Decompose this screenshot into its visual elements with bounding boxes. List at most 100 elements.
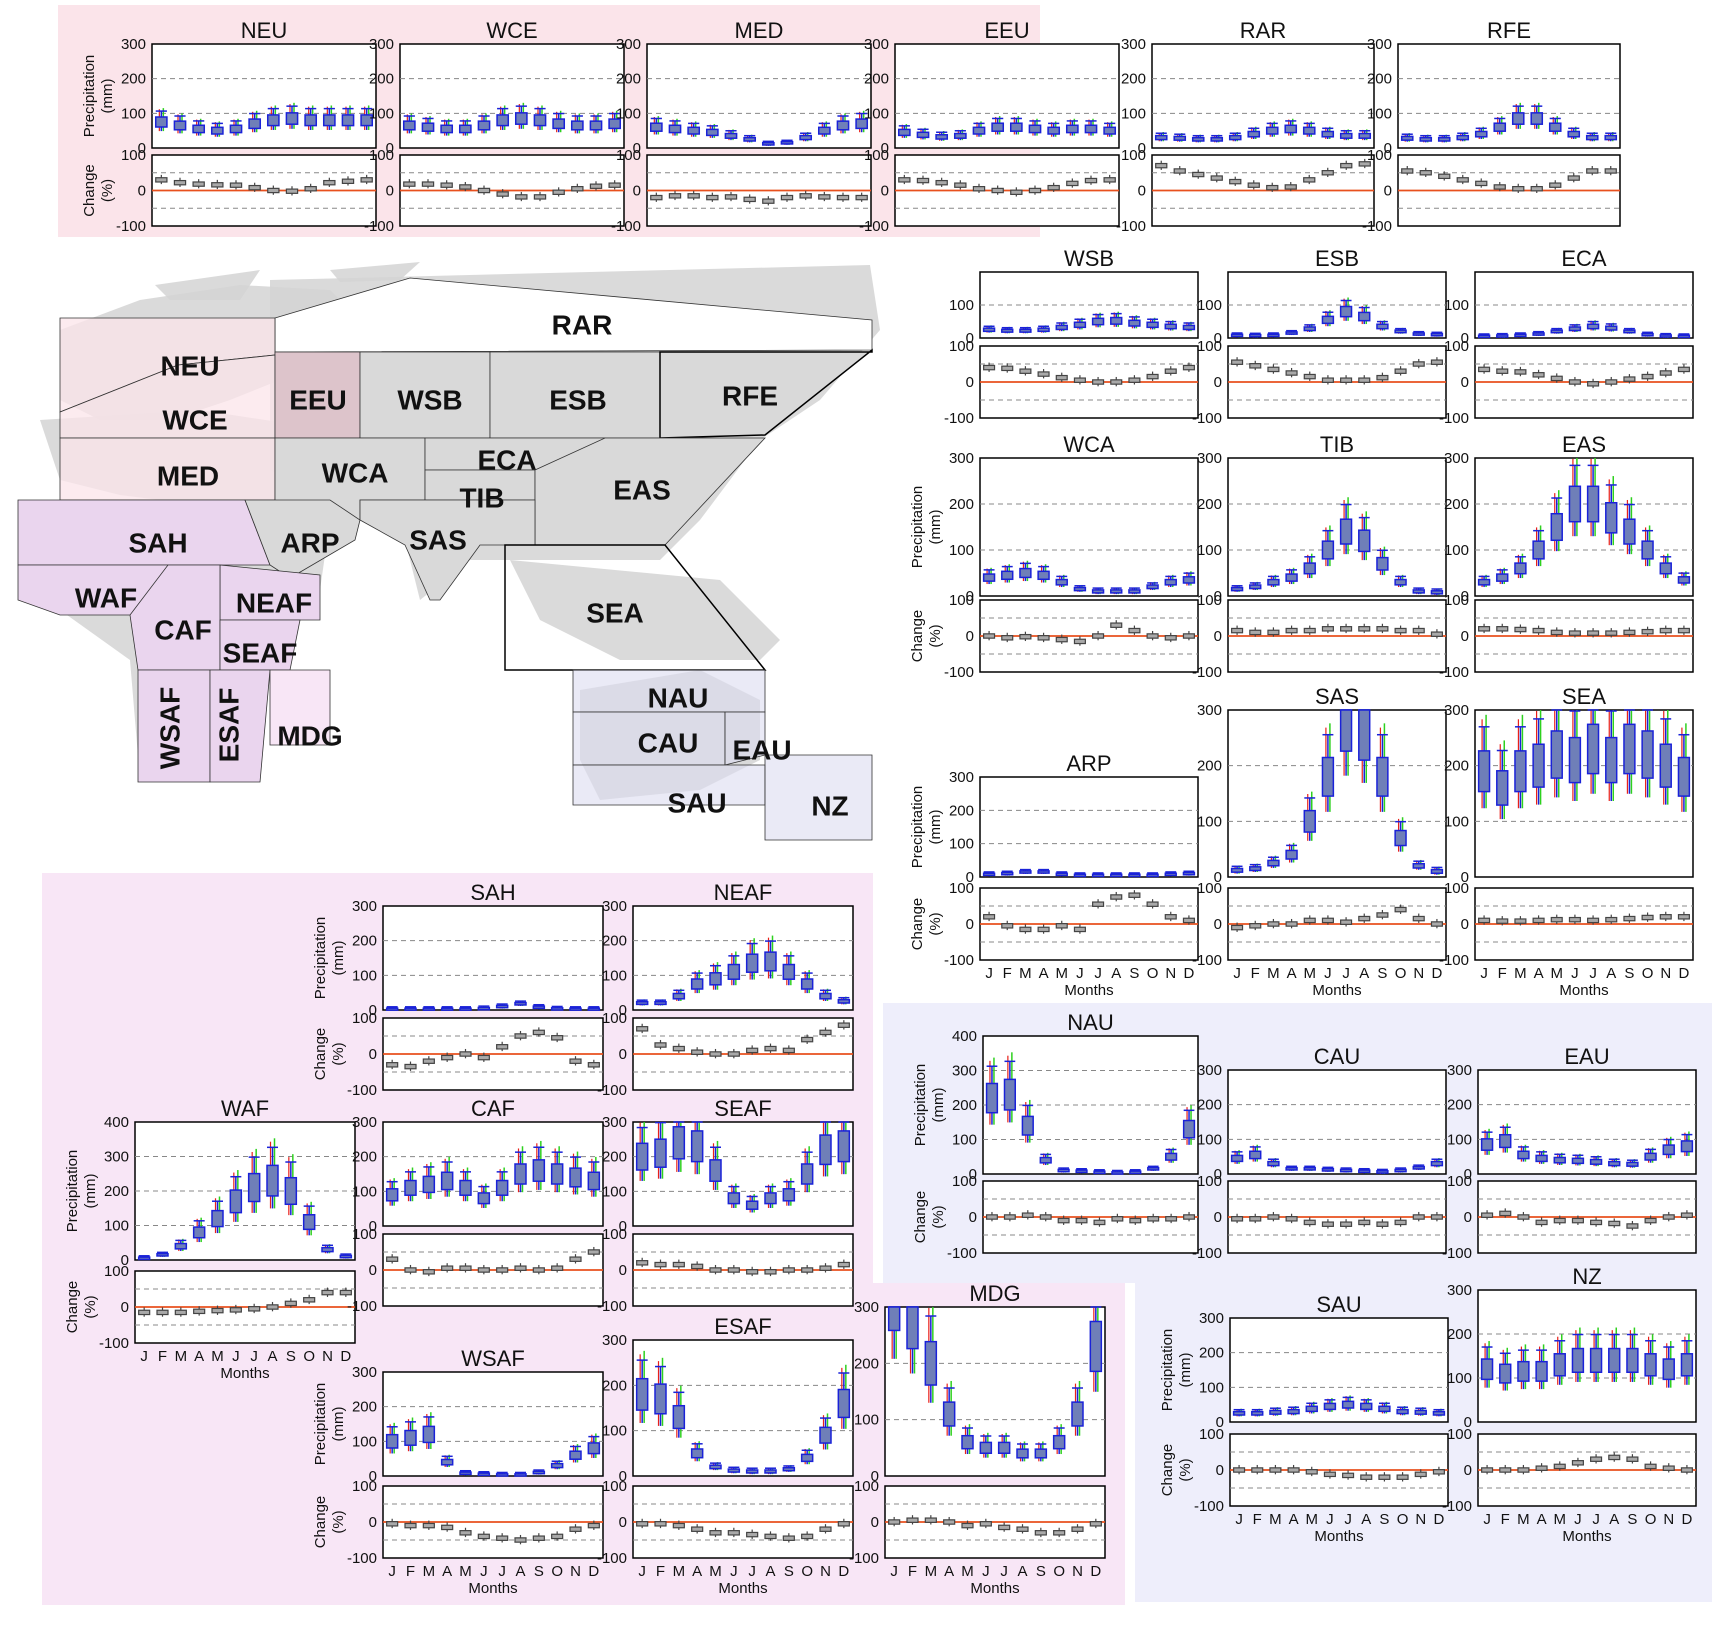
month-tick-arp: A [1039,965,1049,982]
change-tick-label-sea: 0 [1461,916,1469,933]
precip-box-eca [1623,329,1636,334]
precip-box-waf [137,1256,151,1261]
change-tick-label-sau: 100 [1199,1426,1224,1443]
precip-tick-label-wce: 200 [369,71,394,88]
precip-frame-eas [1474,457,1694,597]
precip-tick-label-wca: 300 [949,450,974,467]
change-ylabel-wsaf: Change [312,1496,329,1549]
month-tick-arp: F [1003,965,1012,982]
change-tick-label-eeu: 0 [881,183,889,200]
month-tick-sas: J [1233,965,1241,982]
precip-box-wsb [982,327,996,333]
precip-tick-label-wsb: 0 [966,330,974,347]
precip-box-wsb [1001,328,1014,333]
change-box-cau [1376,1221,1389,1227]
change-box-esb [1267,366,1280,373]
month-tick-esaf: M [709,1563,722,1580]
precip-box-wsaf [459,1471,472,1476]
precip-box-caf [587,1171,601,1191]
precip-frame-sah [382,905,604,1011]
change-tick-label-arp: 0 [966,916,974,933]
change-box-cau [1394,1219,1407,1226]
month-tick-mdg: A [944,1563,954,1580]
precip-box-wca [982,573,996,582]
change-tick-label-cau: 0 [1214,1209,1222,1226]
precip-ylabel-waf: Precipitation [64,1150,81,1233]
change-box-wce [421,181,435,187]
change-box-esb [1303,373,1316,380]
precip-box-eau [1644,1152,1657,1161]
precip-box-sas [1321,756,1335,797]
change-box-eca [1550,375,1563,382]
precip-tick-label-wce: 100 [369,105,394,122]
change-box-esb [1321,377,1334,383]
precip-box-eca [1677,334,1691,339]
chart-title-sas: SAS [1315,684,1359,709]
change-tick-label-neu: -100 [116,218,146,235]
precip-box-neu [304,114,318,127]
chart-title-seaf: SEAF [714,1096,771,1121]
change-box-cau [1249,1216,1262,1222]
precip-tick-label-nz: 200 [1447,1326,1472,1343]
precip-box-arp [1037,870,1050,874]
change-tick-label-nz: -100 [1442,1498,1472,1515]
precip-box-wca [1182,576,1196,584]
precip-box-eau [1626,1161,1639,1167]
change-box-esaf [672,1522,685,1529]
precip-box-eeu [972,126,986,135]
precip-box-esb [1321,315,1335,325]
change-box-caf [404,1267,417,1273]
month-tick-arp: J [1094,965,1102,982]
change-box-caf [386,1256,399,1262]
change-box-tib [1376,626,1389,632]
map-label-mdg: MDG [277,720,342,751]
change-box-mdg [1089,1521,1102,1527]
precip-tick-label-neu: 100 [121,105,146,122]
precip-box-eca [1605,325,1618,331]
precip-box-rfe [1567,130,1581,138]
change-box-esb [1231,359,1244,365]
precip-tick-label-arp: 300 [949,769,974,786]
precip-box-wsb [1091,317,1105,326]
change-box-wsaf [496,1535,509,1541]
precip-tick-label-eau: 100 [1447,1131,1472,1148]
month-tick-nz: M [1517,1511,1530,1528]
month-tick-esaf: M [673,1563,686,1580]
precip-tick-label-seaf: 200 [602,1149,627,1166]
change-tick-label-caf: 0 [369,1262,377,1279]
change-box-eca [1605,379,1618,385]
precip-box-wsaf [514,1473,527,1477]
precip-tick-label-rfe: 200 [1367,71,1392,88]
change-box-mdg [1053,1530,1066,1536]
precip-tick-label-neu: 300 [121,36,146,53]
change-box-sau [1396,1474,1409,1480]
change-box-wsb [1182,364,1195,371]
precip-tick-label-sah: 300 [352,898,377,915]
change-tick-label-rfe: 0 [1384,183,1392,200]
change-tick-label-esaf: 0 [619,1514,627,1531]
month-tick-sea: O [1642,965,1654,982]
precip-box-cau [1412,1165,1425,1170]
precip-box-med [668,124,682,134]
change-tick-label-med: 100 [616,147,641,164]
change-box-eas [1550,629,1563,636]
precip-tick-label-wce: 0 [386,140,394,157]
precip-box-seaf [782,1188,796,1202]
month-tick-wsaf: J [480,1563,488,1580]
change-box-wce [459,184,472,190]
precip-tick-label-eau: 200 [1447,1097,1472,1114]
precip-box-wca [1073,586,1087,592]
change-box-arp [1092,901,1105,907]
precip-box-nau [1129,1170,1142,1175]
precip-frame-nau [982,1035,1199,1175]
change-box-arp [1019,926,1032,933]
change-tick-label-waf: 0 [121,1299,129,1316]
change-box-eca [1532,372,1545,378]
month-tick-esaf: J [748,1563,756,1580]
precip-box-neaf [690,978,704,990]
precip-box-seaf [764,1192,777,1205]
change-box-eau [1680,1212,1693,1218]
map-label-eca: ECA [477,444,536,475]
change-box-wce [571,185,584,192]
